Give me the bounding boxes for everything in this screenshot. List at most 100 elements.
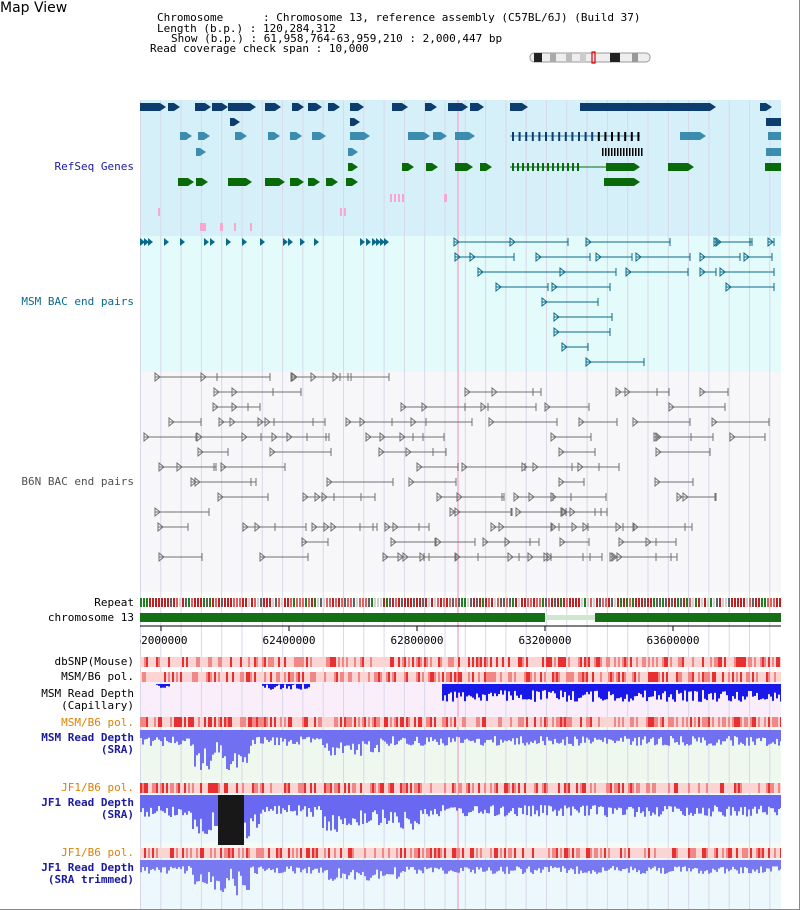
- track-label-b6n-bac[interactable]: B6N BAC end pairs: [21, 475, 134, 488]
- depth-bar: [770, 860, 772, 872]
- pol-cell: [328, 783, 330, 793]
- bac-end: [711, 416, 718, 428]
- pol-cell: [612, 657, 614, 667]
- bac-end: [743, 251, 750, 263]
- bac-end: [668, 401, 675, 413]
- track-label-repeat[interactable]: Repeat: [94, 596, 134, 609]
- pol-cell: [348, 672, 350, 682]
- gene-arrow: [205, 103, 211, 111]
- pol-cell: [224, 848, 226, 858]
- pol-cell: [246, 848, 248, 858]
- repeat-element: [563, 598, 565, 607]
- depth-bar: [592, 795, 594, 806]
- pol-cell: [570, 783, 572, 793]
- pol-cell: [252, 848, 254, 858]
- gene-exon: [545, 132, 547, 141]
- pol-cell: [364, 717, 366, 727]
- pol-cell: [516, 717, 518, 727]
- depth-bar: [390, 860, 392, 875]
- pol-cell: [536, 672, 538, 682]
- pol-cell: [480, 783, 482, 793]
- pol-cell: [244, 783, 246, 793]
- depth-bar: [290, 860, 292, 867]
- gene-exon: [531, 132, 534, 141]
- repeat-element: [161, 598, 163, 607]
- track-label-jf1-depth[interactable]: JF1 Read Depth (SRA): [41, 797, 134, 821]
- depth-bar: [384, 860, 386, 876]
- pol-cell: [580, 657, 582, 667]
- depth-bar: [660, 684, 662, 700]
- depth-bar: [180, 730, 182, 745]
- pol-cell: [472, 783, 474, 793]
- pol-cell: [348, 657, 350, 667]
- track-label-dbsnp[interactable]: dbSNP(Mouse): [54, 655, 134, 668]
- depth-bar: [594, 795, 596, 806]
- depth-bar: [412, 795, 414, 830]
- track-label-refseq[interactable]: RefSeq Genes: [54, 160, 134, 173]
- gene-block: [196, 148, 200, 156]
- depth-bar: [470, 684, 472, 697]
- pol-cell: [742, 783, 744, 793]
- pol-cell: [248, 783, 250, 793]
- depth-bar: [626, 684, 628, 695]
- track-label-msm-b6-pol[interactable]: MSM/B6 pol.: [61, 670, 134, 683]
- depth-bar: [266, 860, 268, 870]
- track-label-jf1-depth-trimmed[interactable]: JF1 Read Depth (SRA trimmed): [41, 862, 134, 886]
- depth-bar: [578, 860, 580, 874]
- pol-cell: [556, 672, 558, 682]
- pol-cell: [586, 783, 588, 793]
- depth-bar: [306, 860, 308, 874]
- label-line: JF1 Read Depth: [41, 861, 134, 874]
- pol-cell: [388, 848, 390, 858]
- track-label-msm-depth-sra[interactable]: MSM Read Depth (SRA): [41, 732, 134, 756]
- genome-map-canvas[interactable]: 6200000062400000628000006320000063600000: [140, 100, 781, 910]
- pol-cell: [636, 672, 638, 682]
- track-label-chromosome[interactable]: chromosome 13: [47, 611, 134, 624]
- depth-bar: [488, 684, 490, 694]
- pol-cell: [548, 717, 550, 727]
- pol-cell: [212, 783, 214, 793]
- depth-bar: [224, 730, 226, 757]
- depth-bar: [406, 730, 408, 744]
- pol-cell: [544, 672, 546, 682]
- depth-bar: [664, 730, 666, 745]
- pol-cell: [328, 657, 330, 667]
- depth-bar: [618, 860, 620, 871]
- chromosome-ideogram[interactable]: [528, 50, 653, 66]
- pol-cell: [744, 672, 746, 682]
- pol-cell: [552, 717, 554, 727]
- pol-cell: [162, 783, 164, 793]
- label-line: (SRA trimmed): [47, 873, 134, 886]
- pol-cell: [402, 783, 404, 793]
- position-axis: 6200000062400000628000006320000063600000: [140, 625, 781, 647]
- axis-tick-label: 63200000: [519, 634, 572, 647]
- repeat-element: [497, 598, 499, 607]
- track-label-msm-b6-pol-sra[interactable]: MSM/B6 pol.: [61, 716, 134, 729]
- bac-end: [435, 536, 442, 548]
- depth-bar: [756, 730, 758, 739]
- pol-cell: [326, 717, 328, 727]
- track-label-msm-depth-capillary[interactable]: MSM Read Depth (Capillary): [41, 688, 134, 712]
- repeat-element: [461, 598, 463, 607]
- pol-cell: [664, 848, 666, 858]
- depth-bar: [176, 860, 178, 869]
- depth-bar: [414, 730, 416, 742]
- pol-cell: [420, 657, 422, 667]
- pol-cell: [570, 717, 572, 727]
- track-label-jf1-b6-pol-2[interactable]: JF1/B6 pol.: [61, 846, 134, 859]
- pol-cell: [190, 717, 192, 727]
- track-label-msm-bac[interactable]: MSM BAC end pairs: [21, 295, 134, 308]
- gene-exon: [551, 132, 554, 141]
- depth-bar: [658, 730, 660, 739]
- depth-bar: [590, 860, 592, 874]
- track-label-jf1-b6-pol[interactable]: JF1/B6 pol.: [61, 781, 134, 794]
- label-line: MSM Read Depth: [41, 687, 134, 700]
- pol-cell: [594, 657, 596, 667]
- gene-exon: [608, 148, 610, 156]
- pol-cell: [736, 717, 738, 727]
- gene-exon: [617, 132, 620, 141]
- depth-bar: [352, 860, 354, 870]
- pol-cell: [660, 672, 662, 682]
- pol-cell: [638, 848, 640, 858]
- axis-tick-label: 62400000: [263, 634, 316, 647]
